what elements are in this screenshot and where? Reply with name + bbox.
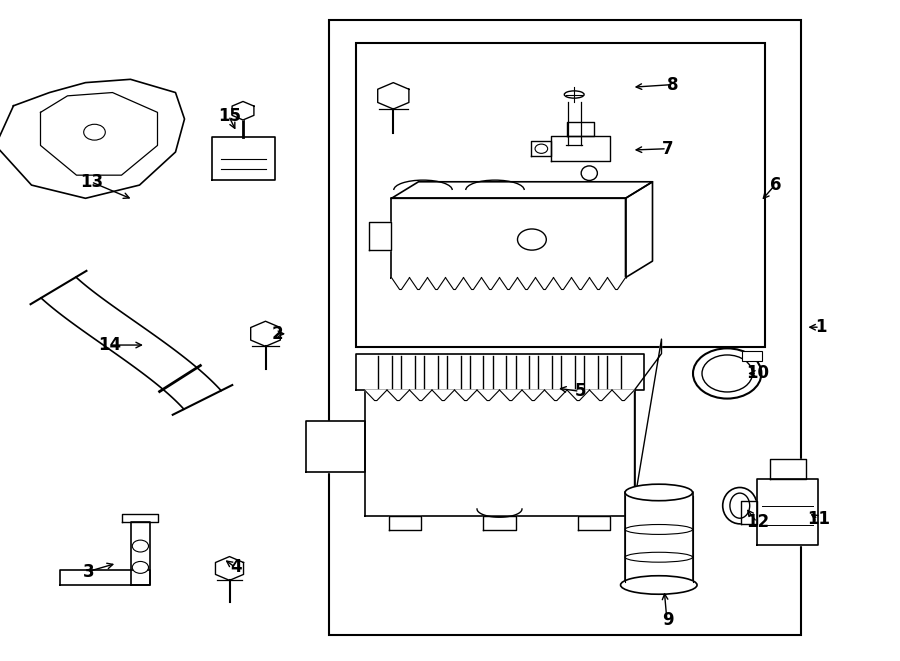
- Text: 7: 7: [662, 139, 673, 158]
- Text: 9: 9: [662, 611, 673, 629]
- Text: 11: 11: [807, 510, 831, 528]
- Polygon shape: [492, 356, 507, 388]
- Polygon shape: [212, 137, 274, 180]
- Polygon shape: [364, 390, 634, 516]
- Ellipse shape: [625, 484, 693, 501]
- Circle shape: [132, 540, 148, 552]
- Polygon shape: [572, 278, 590, 290]
- Polygon shape: [40, 93, 158, 175]
- Polygon shape: [578, 516, 610, 530]
- Ellipse shape: [564, 91, 584, 98]
- Polygon shape: [130, 522, 150, 585]
- Polygon shape: [364, 390, 387, 401]
- Polygon shape: [568, 102, 580, 145]
- Polygon shape: [757, 479, 818, 545]
- Polygon shape: [0, 79, 184, 198]
- Polygon shape: [590, 278, 608, 290]
- Polygon shape: [554, 278, 572, 290]
- Polygon shape: [446, 356, 461, 388]
- Polygon shape: [500, 278, 518, 290]
- Polygon shape: [538, 356, 553, 388]
- Circle shape: [702, 355, 752, 392]
- Polygon shape: [562, 356, 575, 388]
- Polygon shape: [482, 278, 500, 290]
- Ellipse shape: [621, 576, 697, 594]
- Polygon shape: [454, 390, 477, 401]
- Circle shape: [84, 124, 105, 140]
- Polygon shape: [741, 501, 757, 524]
- Text: 10: 10: [746, 364, 769, 383]
- Circle shape: [535, 144, 548, 153]
- Text: 3: 3: [83, 563, 94, 581]
- Polygon shape: [464, 278, 482, 290]
- Polygon shape: [446, 278, 464, 290]
- Ellipse shape: [730, 493, 750, 518]
- Polygon shape: [378, 83, 409, 109]
- Circle shape: [693, 348, 761, 399]
- Polygon shape: [590, 390, 612, 401]
- Polygon shape: [410, 390, 432, 401]
- Polygon shape: [306, 422, 364, 472]
- Text: 6: 6: [770, 176, 781, 194]
- Text: 4: 4: [230, 558, 241, 576]
- Polygon shape: [770, 459, 806, 479]
- Polygon shape: [369, 222, 392, 250]
- Polygon shape: [567, 390, 590, 401]
- Ellipse shape: [581, 166, 598, 180]
- Circle shape: [132, 561, 148, 573]
- Polygon shape: [522, 390, 544, 401]
- Polygon shape: [251, 321, 280, 346]
- Polygon shape: [567, 122, 594, 136]
- Polygon shape: [500, 390, 522, 401]
- Polygon shape: [356, 354, 644, 390]
- Text: 14: 14: [98, 336, 122, 354]
- Polygon shape: [389, 516, 421, 530]
- Polygon shape: [401, 356, 415, 388]
- Polygon shape: [584, 356, 598, 388]
- Polygon shape: [626, 182, 652, 278]
- Text: 8: 8: [668, 75, 679, 94]
- Polygon shape: [410, 278, 427, 290]
- Polygon shape: [378, 356, 392, 388]
- Text: 2: 2: [272, 325, 283, 343]
- Polygon shape: [634, 339, 662, 501]
- Polygon shape: [551, 136, 610, 161]
- Text: 1: 1: [815, 318, 826, 336]
- Polygon shape: [608, 278, 625, 290]
- Polygon shape: [387, 390, 410, 401]
- Polygon shape: [470, 356, 483, 388]
- Polygon shape: [483, 516, 516, 530]
- Polygon shape: [215, 557, 244, 580]
- Bar: [356, 43, 765, 347]
- Polygon shape: [428, 278, 446, 290]
- Ellipse shape: [723, 488, 757, 524]
- Bar: [328, 20, 801, 635]
- Polygon shape: [392, 278, 410, 290]
- Polygon shape: [608, 356, 621, 388]
- Polygon shape: [531, 141, 551, 156]
- Polygon shape: [477, 390, 500, 401]
- Circle shape: [518, 229, 546, 250]
- Polygon shape: [392, 198, 626, 278]
- Polygon shape: [518, 278, 536, 290]
- Text: 13: 13: [80, 173, 104, 191]
- Polygon shape: [516, 356, 529, 388]
- Text: 15: 15: [218, 106, 241, 125]
- Polygon shape: [625, 492, 693, 585]
- Polygon shape: [612, 390, 634, 401]
- Polygon shape: [424, 356, 437, 388]
- Bar: [742, 350, 762, 361]
- Polygon shape: [536, 278, 554, 290]
- Polygon shape: [60, 570, 150, 585]
- Polygon shape: [41, 277, 221, 409]
- Polygon shape: [392, 182, 652, 198]
- Polygon shape: [232, 101, 254, 120]
- Polygon shape: [122, 514, 158, 522]
- Text: 12: 12: [746, 513, 769, 531]
- Text: 5: 5: [575, 382, 586, 401]
- Polygon shape: [432, 390, 454, 401]
- Polygon shape: [544, 390, 567, 401]
